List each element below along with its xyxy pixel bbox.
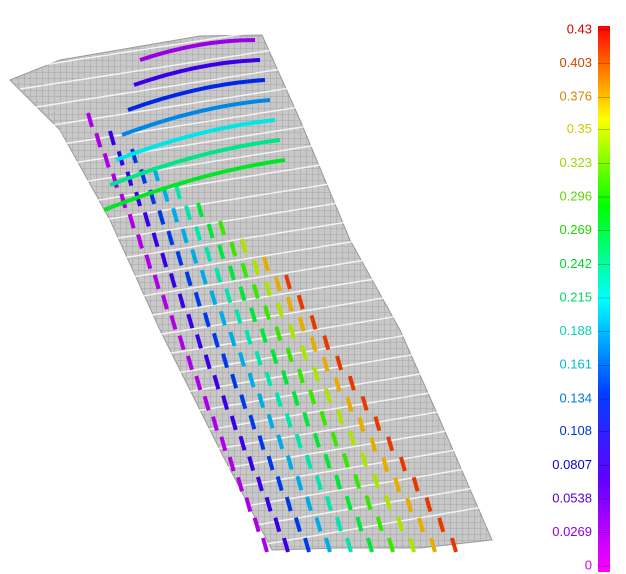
mesh-body: [10, 35, 492, 550]
colorbar-label: 0.403: [559, 55, 592, 70]
colorbar-label: 0.0538: [552, 490, 592, 505]
colorbar-label: 0.0269: [552, 524, 592, 539]
colorbar-label: 0.242: [559, 256, 592, 271]
colorbar-label: 0.35: [567, 121, 592, 136]
colorbar-label: 0.43: [567, 21, 592, 36]
colorbar-label: 0.134: [559, 390, 592, 405]
colorbar-label: 0.323: [559, 155, 592, 170]
mesh-model: [10, 30, 495, 552]
colorbar-label: 0.376: [559, 89, 592, 104]
colorbar-label: 0.188: [559, 323, 592, 338]
colorbar: [598, 26, 610, 572]
colorbar-label: 0.269: [559, 222, 592, 237]
colorbar-label: 0.296: [559, 188, 592, 203]
chart: 0.43 0.403 0.376 0.35 0.323 0.296 0.269 0.242 0.…: [0, 0, 626, 574]
colorbar-label: 0.215: [559, 289, 592, 304]
colorbar-label: 0.161: [559, 357, 592, 372]
colorbar-label: 0: [585, 557, 592, 572]
colorbar-label: 0.0807: [552, 457, 592, 472]
colorbar-label: 0.108: [559, 423, 592, 438]
